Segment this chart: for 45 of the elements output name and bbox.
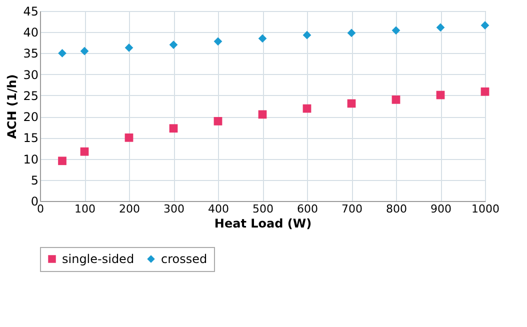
x-axis-title: Heat Load (W) [214,216,312,230]
point [258,34,267,43]
x-tick-label: 700 [342,202,362,216]
point [347,99,356,108]
legend-label: single-sided [62,252,134,266]
x-tick-label: 100 [74,202,96,216]
point [214,37,222,46]
point [302,104,312,113]
x-tick-label: 800 [386,202,407,216]
y-tick-label: 20 [23,110,38,124]
x-tick-label: 200 [119,202,140,216]
point [80,147,89,156]
y-tick-label: 25 [23,88,38,103]
y-axis-title: ACH (1/h) [5,74,20,139]
point [80,46,89,56]
point [58,156,66,166]
x-tick-label: 900 [430,202,452,216]
y-tick-label: 10 [23,152,38,166]
y-tick-label: 35 [23,46,38,61]
point [169,40,178,49]
point [347,28,356,38]
x-tick-label: 300 [164,202,184,216]
point [392,95,400,104]
point [436,23,445,32]
y-tick-label: 45 [23,4,38,18]
legend-label: crossed [161,252,208,266]
y-tick-label: 15 [23,131,38,146]
point [58,49,66,58]
x-tick-label: 400 [208,202,229,216]
point [214,117,222,126]
y-tick-label: 30 [23,68,38,82]
x-tick-label: 1000 [472,202,500,216]
y-tick-label: 40 [23,26,38,40]
y-tick-label: 5 [30,173,38,188]
point [480,21,490,30]
point [169,124,178,133]
point [392,26,400,35]
x-tick-label: 600 [297,202,318,216]
x-tick-label: 500 [252,202,274,216]
point [124,133,134,142]
point [124,44,134,52]
point [302,30,312,40]
point [480,87,490,96]
point [258,110,267,119]
point [436,90,445,100]
